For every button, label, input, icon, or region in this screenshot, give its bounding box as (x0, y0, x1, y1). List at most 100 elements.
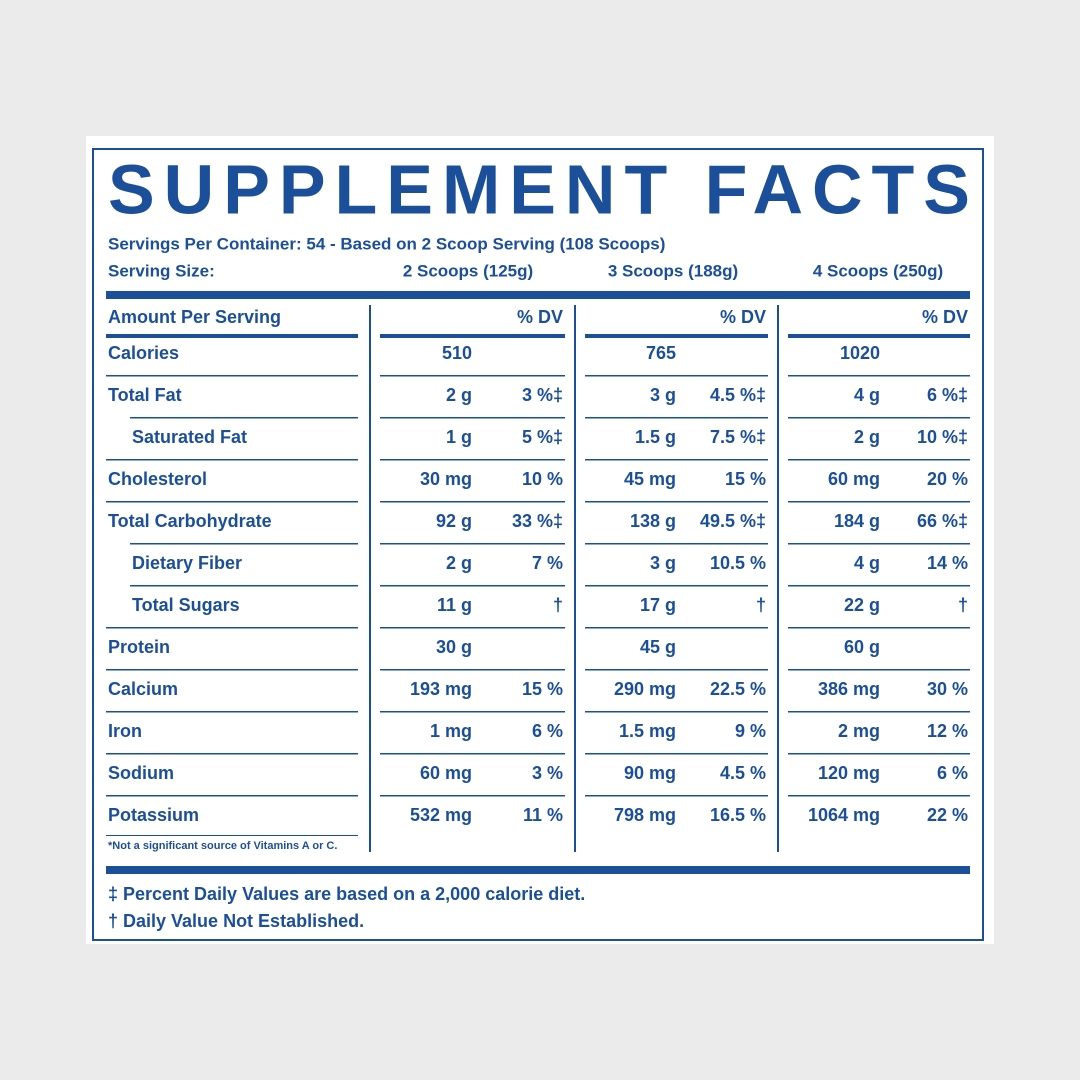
daily-value: 16.5 % (710, 805, 766, 825)
amount: 386 mg (818, 679, 880, 699)
amount: 290 mg (614, 679, 676, 699)
daily-value: 15 % (725, 469, 766, 489)
header-rule (380, 334, 565, 338)
amount: 798 mg (614, 805, 676, 825)
amount: 90 mg (624, 763, 676, 783)
label-card (86, 136, 994, 944)
daily-value: 4.5 % (720, 763, 766, 783)
column-divider (369, 305, 371, 852)
amount: 4 g (854, 385, 880, 405)
row-rule (585, 585, 768, 587)
amount: 30 g (436, 637, 472, 657)
daily-value: 7.5 %‡ (710, 427, 766, 447)
row-rule (106, 501, 358, 503)
row-rule (106, 795, 358, 797)
row-rule (585, 417, 768, 419)
daily-value: 22.5 % (710, 679, 766, 699)
amount: 510 (442, 343, 472, 363)
serving-size-column: 4 Scoops (250g) (813, 261, 943, 280)
row-rule (585, 753, 768, 755)
amount: 2 g (446, 553, 472, 573)
row-rule (585, 501, 768, 503)
amount: 3 g (650, 385, 676, 405)
header-rule (788, 334, 970, 338)
row-rule (106, 669, 358, 671)
header-label: Amount Per Serving (108, 307, 281, 327)
column-divider (777, 305, 779, 852)
amount: 1.5 mg (619, 721, 676, 741)
row-rule (585, 459, 768, 461)
amount: 60 g (844, 637, 880, 657)
daily-value: 6 % (937, 763, 968, 783)
row-label: Calories (108, 343, 179, 363)
daily-value: 49.5 %‡ (700, 511, 766, 531)
daily-value: 6 % (532, 721, 563, 741)
thick-bar (106, 866, 970, 874)
amount: 60 mg (420, 763, 472, 783)
daily-value: 10.5 % (710, 553, 766, 573)
footnote: † Daily Value Not Established. (108, 911, 364, 931)
daily-value: 11 % (523, 805, 563, 825)
daily-value: 12 % (927, 721, 968, 741)
row-rule (380, 417, 565, 419)
amount: 45 g (640, 637, 676, 657)
row-rule (788, 795, 970, 797)
row-rule (585, 795, 768, 797)
daily-value: 3 %‡ (522, 385, 563, 405)
row-label: Dietary Fiber (132, 553, 242, 573)
row-rule (380, 795, 565, 797)
daily-value: 30 % (927, 679, 968, 699)
row-rule (130, 585, 358, 587)
footnote: ‡ Percent Daily Values are based on a 2,… (108, 884, 585, 904)
amount: 92 g (436, 511, 472, 531)
amount: 184 g (834, 511, 880, 531)
row-rule (788, 417, 970, 419)
row-label: Potassium (108, 805, 199, 825)
daily-value: 10 %‡ (917, 427, 968, 447)
row-label: Cholesterol (108, 469, 207, 489)
row-rule (380, 375, 565, 377)
amount: 1020 (840, 343, 880, 363)
row-rule (585, 627, 768, 629)
row-rule (788, 501, 970, 503)
daily-value: 20 % (927, 469, 968, 489)
row-rule (788, 543, 970, 545)
row-rule (130, 417, 358, 419)
row-rule (380, 669, 565, 671)
row-rule (380, 459, 565, 461)
row-rule (585, 711, 768, 713)
row-rule (788, 585, 970, 587)
amount: 765 (646, 343, 676, 363)
amount: 1064 mg (808, 805, 880, 825)
amount: 532 mg (410, 805, 472, 825)
dv-header: % DV (720, 307, 766, 327)
row-label: Sodium (108, 763, 174, 783)
daily-value: 15 % (522, 679, 563, 699)
row-rule (380, 543, 565, 545)
amount: 1.5 g (635, 427, 676, 447)
title: SUPPLEMENT FACTS (108, 150, 970, 228)
row-label: Total Sugars (132, 595, 240, 615)
row-rule (106, 753, 358, 755)
row-rule (585, 543, 768, 545)
serving-size-column: 3 Scoops (188g) (608, 261, 738, 280)
serving-size-column: 2 Scoops (125g) (403, 261, 533, 280)
amount: 17 g (640, 595, 676, 615)
amount: 138 g (630, 511, 676, 531)
row-rule (788, 711, 970, 713)
daily-value: 10 % (522, 469, 563, 489)
amount: 2 g (446, 385, 472, 405)
daily-value: † (756, 595, 766, 615)
amount: 3 g (650, 553, 676, 573)
note-rule (106, 835, 358, 836)
daily-value: 22 % (927, 805, 968, 825)
daily-value: 3 % (532, 763, 563, 783)
row-rule (788, 753, 970, 755)
row-rule (380, 711, 565, 713)
row-rule (130, 543, 358, 545)
row-rule (380, 627, 565, 629)
header-rule (585, 334, 768, 338)
amount: 30 mg (420, 469, 472, 489)
dv-header: % DV (922, 307, 968, 327)
